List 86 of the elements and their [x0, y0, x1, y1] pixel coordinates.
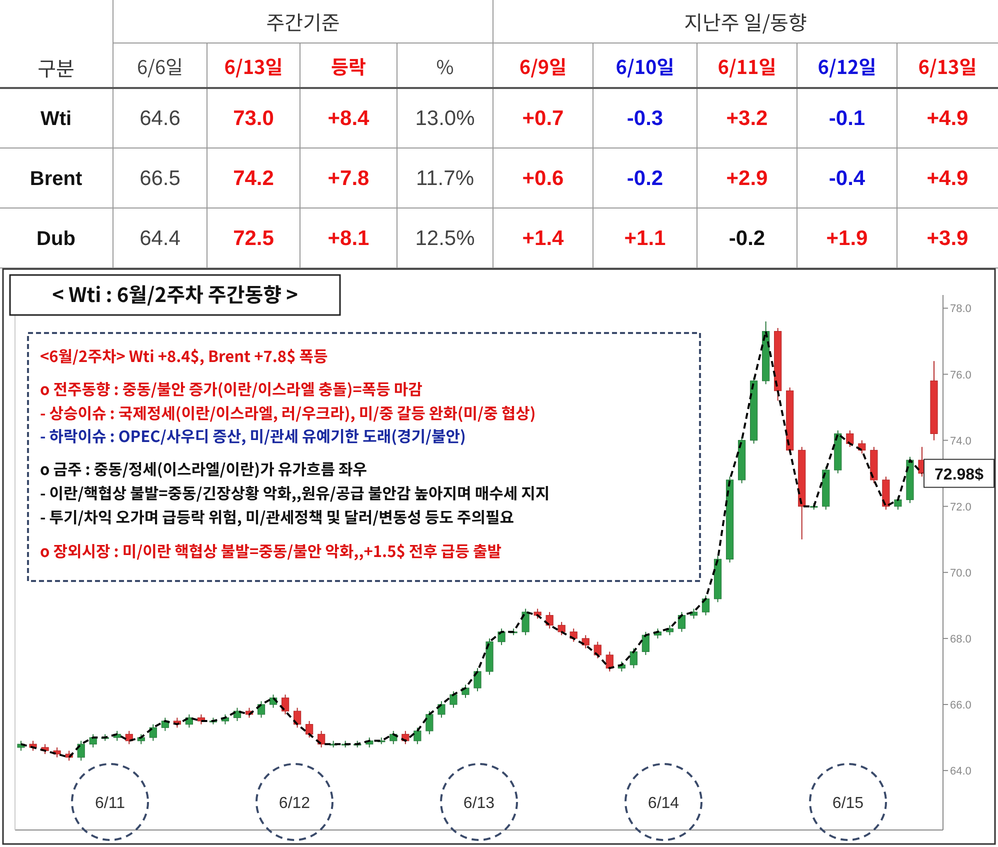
text: -0.4: [828, 167, 866, 190]
annotation: 6/14: [648, 795, 680, 812]
text: 지난주 일/동향: [684, 7, 807, 36]
candlestick: [474, 668, 482, 692]
text: 13.0%: [415, 107, 475, 130]
text: 66.5: [140, 167, 180, 190]
annotation: - 상승이슈 : 국제정세(이란/이스라엘, 러/우크라), 미/중 갈등 완화(미/중 협상): [40, 402, 536, 424]
candlestick: [558, 621, 566, 636]
annotation: - 투기/차익 오가며 급등락 위험, 미/관세정책 및 달러/변동성 등도 주의필요: [40, 506, 514, 528]
text: +0.6: [522, 167, 564, 190]
annotation: 6/12: [278, 795, 310, 812]
y-tick-label: 74.0: [950, 435, 972, 448]
category-label: %: [436, 53, 454, 80]
category-label: 6/9일: [519, 53, 567, 80]
candlestick: [77, 740, 85, 762]
text: 64.6: [140, 107, 180, 130]
text: +7.8: [328, 167, 370, 190]
candlestick: [450, 690, 458, 708]
text: +0.7: [522, 107, 564, 130]
annotation: 6/15: [832, 795, 864, 812]
category-label: Wti: [40, 108, 72, 130]
text: +3.9: [926, 227, 968, 250]
candlestick: [534, 608, 542, 620]
candlestick: [642, 631, 650, 656]
text: 64.4: [140, 227, 180, 250]
text: 12.5%: [415, 227, 475, 250]
category-label: 등락: [331, 53, 366, 80]
category-label: 6/11일: [718, 53, 776, 80]
text: -0.1: [828, 107, 866, 130]
annotation: 6/11: [95, 795, 126, 812]
y-tick-label: 76.0: [950, 369, 972, 382]
category-label: 6/13일: [224, 53, 283, 80]
candlestick: [306, 720, 314, 738]
text: +1.1: [624, 227, 666, 250]
text: 구분: [38, 53, 74, 82]
text: +3.2: [726, 107, 768, 130]
candlestick: [426, 710, 434, 735]
candlestick: [149, 724, 157, 742]
candlestick: [582, 634, 590, 649]
annotation: <6월/2주차> Wti +8.4$, Brent +7.8$ 폭등: [40, 345, 328, 367]
category-label: Brent: [30, 168, 82, 190]
text: +2.9: [726, 167, 768, 190]
text: +1.9: [826, 227, 868, 250]
candlestick: [281, 694, 290, 715]
text: +4.9: [926, 107, 968, 130]
candlestick: [438, 700, 446, 718]
text: +4.9: [926, 167, 968, 190]
text: 11.7%: [416, 167, 474, 190]
text: -0.3: [626, 107, 664, 130]
text: 주간기준: [266, 7, 340, 36]
candlestick: [594, 641, 602, 659]
annotation: o 전주동향 : 중동/불안 증가(이란/이스라엘 충돌)=폭등 마감: [40, 378, 422, 400]
y-tick-label: 64.0: [950, 766, 972, 778]
candlestick: [846, 430, 854, 448]
candlestick: [630, 648, 638, 669]
candlestick: [702, 595, 710, 616]
chart-title: < Wti : 6월/2주차 주간동향 >: [52, 279, 298, 308]
annotation: o 장외시장 : 미/이란 핵협상 불발=중동/불안 악화,,+1.5$ 전후 급등 출발: [40, 540, 502, 562]
candlestick: [606, 651, 614, 672]
y-tick-label: 66.0: [950, 700, 972, 712]
text: +8.1: [328, 227, 370, 250]
candlestick: [522, 608, 530, 636]
y-tick-label: 72.0: [950, 501, 972, 514]
text: +8.4: [328, 107, 370, 130]
category-label: 6/10일: [616, 53, 674, 80]
y-tick-label: 78.0: [950, 303, 972, 316]
category-label: Dub: [36, 228, 76, 250]
candlestick: [678, 612, 686, 632]
candlestick: [414, 727, 422, 745]
category-label: 6/12일: [818, 53, 876, 80]
y-tick-label: 70.0: [950, 567, 972, 580]
category-label: 6/6일: [136, 53, 184, 80]
category-label: 6/13일: [918, 53, 977, 80]
text: 72.5: [233, 227, 274, 250]
text: -0.2: [626, 167, 664, 190]
annotation: 72.98$: [934, 466, 984, 484]
candlestick: [498, 628, 506, 646]
annotation: - 하락이슈 : OPEC/사우디 증산, 미/관세 유예기한 도래(경기/불안): [40, 425, 466, 447]
annotation: 6/13: [463, 795, 495, 812]
text: +1.4: [522, 227, 564, 250]
text: 73.0: [233, 107, 274, 130]
text: 74.2: [233, 167, 274, 190]
annotation: o 금주 : 중동/정세(이스라엘/이란)가 유가흐름 좌우: [40, 458, 367, 480]
y-tick-label: 68.0: [950, 633, 972, 646]
annotation: - 이란/핵협상 불발=중동/긴장상황 악화,,원유/공급 불안감 높아지며 매수세 지지: [40, 482, 550, 504]
text: -0.2: [728, 227, 766, 250]
